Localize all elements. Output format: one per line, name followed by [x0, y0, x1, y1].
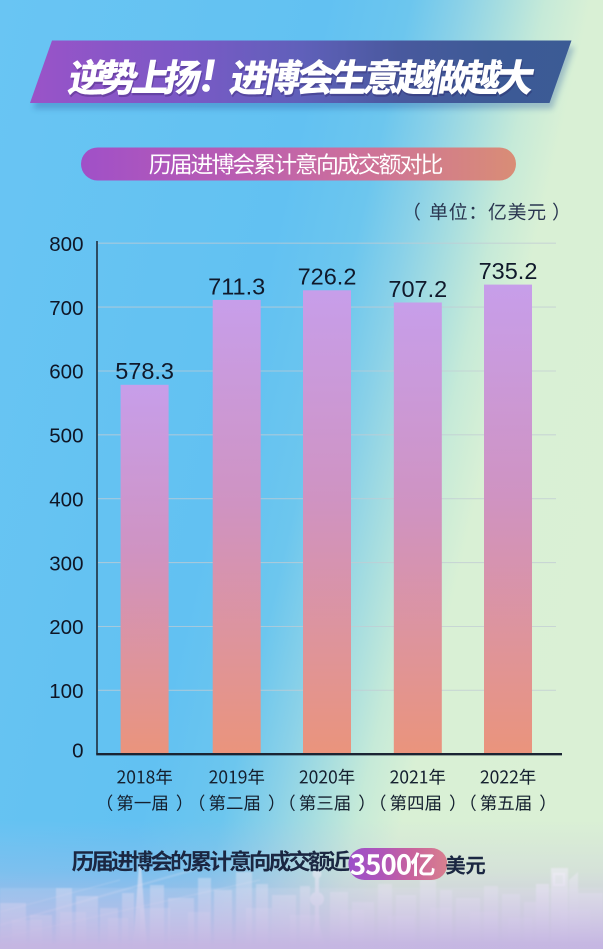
svg-text:400: 400: [49, 488, 83, 511]
svg-text:578.3: 578.3: [115, 358, 174, 384]
svg-text:100: 100: [49, 680, 83, 703]
svg-text:200: 200: [49, 616, 83, 639]
svg-text:735.2: 735.2: [479, 258, 538, 284]
svg-text:500: 500: [49, 425, 83, 448]
svg-text:300: 300: [49, 552, 83, 575]
svg-text:726.2: 726.2: [298, 264, 357, 290]
svg-text:800: 800: [49, 233, 83, 256]
svg-text:0: 0: [72, 740, 83, 763]
svg-text:700: 700: [49, 297, 83, 320]
svg-text:711.3: 711.3: [208, 273, 265, 299]
svg-text:707.2: 707.2: [388, 276, 447, 302]
svg-text:600: 600: [49, 361, 83, 384]
